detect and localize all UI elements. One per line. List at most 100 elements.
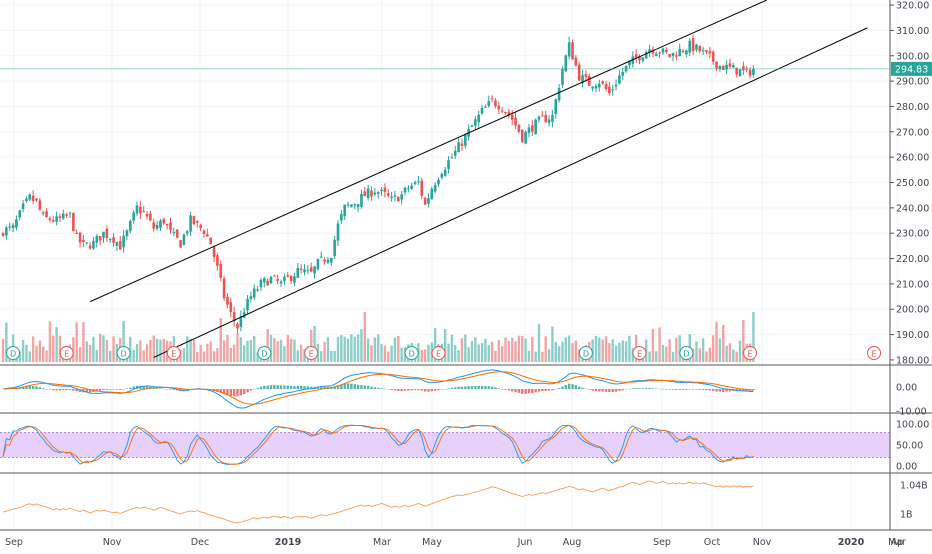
candle-body <box>55 216 58 222</box>
earnings-marker[interactable]: E <box>867 346 881 360</box>
macd-histogram-bar <box>45 388 48 390</box>
event-marker-label: D <box>583 350 589 359</box>
macd-histogram-bar <box>55 389 58 391</box>
earnings-marker[interactable]: E <box>304 346 319 360</box>
earnings-marker[interactable]: E <box>59 346 74 360</box>
macd-histogram-bar <box>370 386 373 389</box>
macd-histogram-bar <box>35 386 38 389</box>
macd-histogram-bar <box>544 389 547 391</box>
volume-bar <box>433 327 437 362</box>
price-tick-label: 200.00 <box>896 305 929 316</box>
dividend-marker[interactable]: D <box>578 346 593 360</box>
candle-body <box>701 50 705 52</box>
dividend-marker-circle <box>404 346 419 360</box>
candle-body <box>393 195 397 197</box>
volume-bar <box>336 336 340 362</box>
macd-histogram-bar <box>303 386 306 389</box>
volume-bar <box>390 345 393 362</box>
volume-bar <box>537 324 541 362</box>
candle-body <box>725 64 728 70</box>
volume-bar <box>105 340 109 362</box>
macd-histogram-bar <box>346 383 350 389</box>
obv-pane[interactable] <box>2 480 754 524</box>
macd-histogram-bar <box>58 389 62 391</box>
volume-bar <box>266 329 269 362</box>
macd-histogram-bar <box>98 389 102 391</box>
candle-body <box>638 56 641 61</box>
candle-body <box>584 74 588 78</box>
dividend-marker-circle <box>679 346 694 360</box>
macd-histogram-bar <box>373 387 377 389</box>
candle-body <box>112 237 115 243</box>
macd-histogram-bar <box>323 386 326 389</box>
candle-body <box>246 298 249 311</box>
volume-bar <box>645 339 648 362</box>
volume-bar <box>480 343 484 362</box>
macd-histogram-bar <box>631 388 634 389</box>
candle-body <box>567 42 571 57</box>
dividend-marker[interactable]: D <box>257 346 272 360</box>
earnings-marker-circle <box>867 346 881 360</box>
dividend-marker[interactable]: D <box>404 346 419 360</box>
candle-body <box>249 296 253 300</box>
candle-body <box>159 220 162 228</box>
macd-histogram-bar <box>253 388 256 390</box>
volume-bar <box>544 336 547 362</box>
macd-histogram-bar <box>320 386 323 389</box>
volume-bar <box>423 349 427 362</box>
candle-body <box>510 114 514 120</box>
earnings-marker[interactable]: E <box>166 346 181 360</box>
macd-histogram-bar <box>310 386 313 389</box>
volume-bar <box>500 346 504 362</box>
volume-bar <box>464 334 467 362</box>
price-tick-label: 250.00 <box>896 178 929 189</box>
candle-body <box>236 323 239 329</box>
earnings-marker[interactable]: E <box>632 346 647 360</box>
macd-histogram-bar <box>708 389 712 391</box>
volume-bar <box>38 340 42 362</box>
stochastic-pane[interactable] <box>0 424 890 465</box>
macd-histogram-bar <box>112 389 115 390</box>
macd-histogram-bar <box>279 385 283 389</box>
volume-bar <box>31 336 35 362</box>
candle-body <box>356 204 360 208</box>
candle-body <box>654 53 658 56</box>
candle-body <box>447 160 450 169</box>
volume-bar <box>655 351 658 362</box>
macd-histogram-bar <box>289 386 293 389</box>
candle-body <box>323 259 326 262</box>
macd-histogram-bar <box>363 385 366 389</box>
candle-body <box>182 234 186 245</box>
volume-bar <box>490 341 494 362</box>
candle-body <box>18 210 22 218</box>
macd-histogram-bar <box>172 389 176 390</box>
earnings-marker[interactable]: E <box>431 346 446 360</box>
time-tick-label: May <box>422 537 442 548</box>
earnings-marker[interactable]: E <box>743 346 758 360</box>
macd-histogram-bar <box>557 388 561 389</box>
macd-histogram-bar <box>645 388 648 389</box>
dividend-marker[interactable]: D <box>679 346 694 360</box>
candle-body <box>685 50 688 55</box>
candle-body <box>651 49 655 54</box>
candle-body <box>711 51 715 62</box>
macd-histogram-bar <box>691 389 695 390</box>
volume-bar <box>353 336 356 362</box>
macd-histogram-bar <box>742 389 745 391</box>
volume-bar <box>718 338 722 362</box>
macd-histogram-bar <box>752 389 755 391</box>
candle-body <box>504 111 507 113</box>
candle-body <box>216 255 219 266</box>
candle-body <box>534 119 537 135</box>
candle-body <box>8 226 11 228</box>
dividend-marker[interactable]: D <box>116 346 131 360</box>
macd-histogram-bar <box>437 389 440 391</box>
dividend-marker[interactable]: D <box>6 346 21 360</box>
macd-histogram-bar <box>420 389 423 391</box>
macd-histogram-bar <box>393 389 397 391</box>
dividend-marker-circle <box>257 346 272 360</box>
macd-pane[interactable] <box>2 369 755 409</box>
